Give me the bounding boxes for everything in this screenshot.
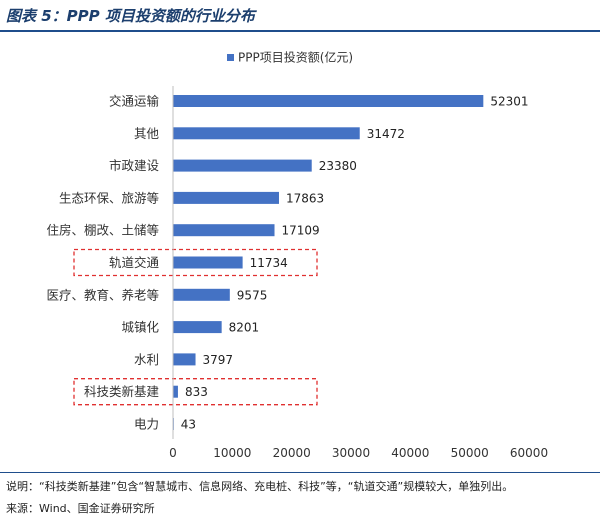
value-label: 3797 [203, 353, 234, 367]
chart-note: 说明：“科技类新基建”包含“智慧城市、信息网络、充电桩、科技”等，“轨道交通”规… [6, 480, 514, 493]
value-label: 31472 [367, 127, 405, 141]
bar [173, 159, 312, 172]
value-label: 52301 [490, 95, 528, 109]
x-tick-label: 40000 [391, 446, 429, 460]
x-tick-label: 10000 [213, 446, 251, 460]
category-label: 市政建设 [109, 158, 160, 173]
category-label: 水利 [134, 352, 159, 367]
category-label: 电力 [134, 417, 159, 432]
bar [173, 191, 279, 204]
category-label: 住房、棚改、土储等 [46, 223, 159, 238]
bar [173, 224, 275, 237]
highlight-box [73, 378, 318, 406]
value-label: 11734 [250, 256, 288, 270]
figure-title: 图表 5：PPP 项目投资额的行业分布 [6, 7, 255, 25]
legend-label: PPP项目投资额(亿元) [238, 50, 353, 65]
bar [173, 385, 178, 398]
value-label: 43 [181, 418, 196, 432]
x-tick-label: 60000 [510, 446, 548, 460]
x-tick-label: 0 [169, 446, 177, 460]
category-label: 医疗、教育、养老等 [46, 287, 159, 302]
x-tick-label: 50000 [451, 446, 489, 460]
bar [173, 95, 484, 107]
category-label: 交通运输 [109, 94, 160, 109]
bar [173, 288, 230, 301]
bar [173, 127, 360, 140]
value-label: 17863 [286, 191, 324, 205]
x-tick-label: 20000 [273, 446, 311, 460]
category-label: 生态环保、旅游等 [59, 190, 159, 205]
category-label: 科技类新基建 [84, 384, 160, 399]
value-label: 9575 [237, 288, 268, 302]
category-label: 轨道交通 [109, 255, 160, 270]
x-tick-label: 30000 [332, 446, 370, 460]
value-label: 833 [185, 385, 208, 399]
category-label: 其他 [134, 126, 160, 141]
bar [173, 353, 196, 366]
value-label: 23380 [319, 159, 357, 173]
value-label: 17109 [282, 224, 320, 238]
bar [173, 256, 243, 269]
highlight-box [73, 248, 318, 277]
chart-source: 来源：Wind、国金证券研究所 [6, 502, 155, 515]
bar-chart: PPP项目投资额(亿元) 交通运输 52301 其他 31472 市政建设 23380 生态环… [46, 50, 548, 461]
footer-rule [0, 472, 600, 473]
value-label: 8201 [229, 321, 260, 335]
category-label: 城镇化 [121, 320, 159, 335]
legend-swatch [227, 54, 234, 61]
title-rule [0, 30, 600, 32]
bar [173, 321, 222, 334]
